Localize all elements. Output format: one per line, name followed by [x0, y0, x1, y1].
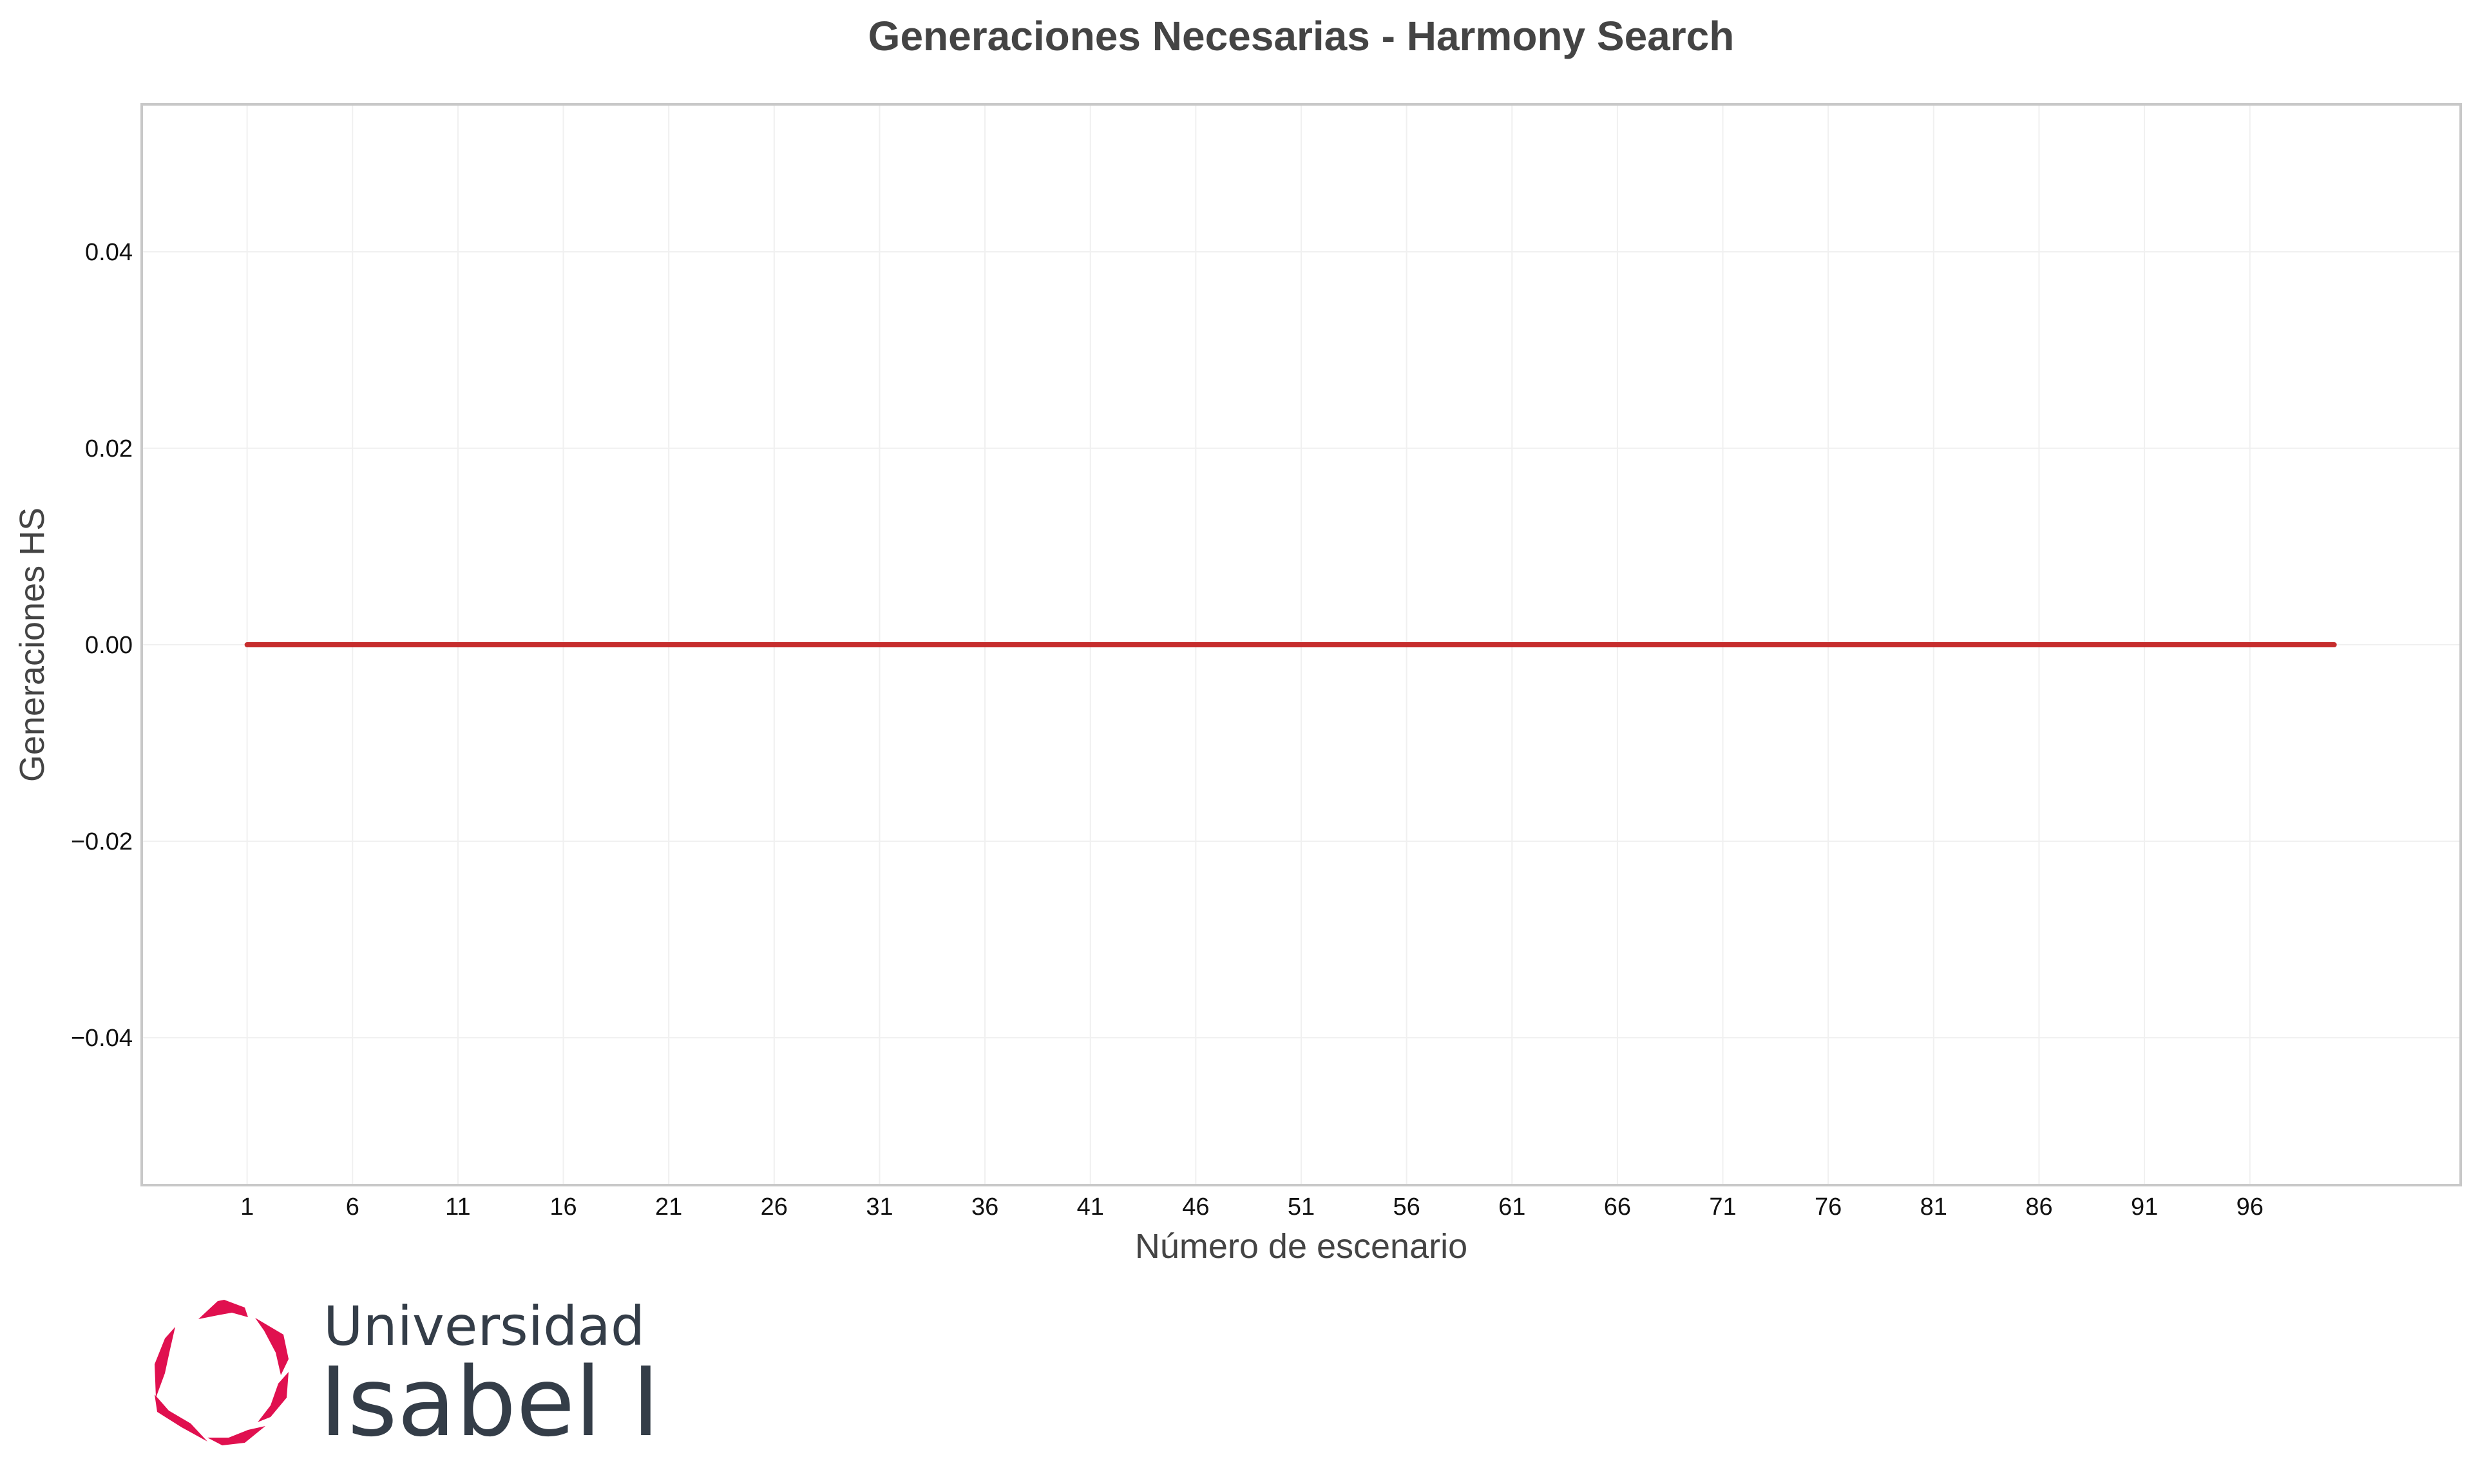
y-axis-ticks: −0.04 −0.02 0.00 0.02 0.04 — [71, 239, 133, 1052]
x-tick-label: 96 — [2237, 1194, 2264, 1221]
x-tick-label: 1 — [240, 1194, 254, 1221]
x-axis-ticks: 1 6 11 16 21 26 31 36 41 46 51 56 61 66 71 76 81 86 91 96 — [240, 1194, 2264, 1221]
x-tick-label: 36 — [971, 1194, 998, 1221]
x-tick-label: 66 — [1604, 1194, 1631, 1221]
x-tick-label: 81 — [1920, 1194, 1947, 1221]
chart-title: Generaciones Necesarias - Harmony Search — [868, 13, 1735, 59]
x-tick-label: 76 — [1815, 1194, 1842, 1221]
x-tick-label: 21 — [655, 1194, 682, 1221]
x-tick-label: 16 — [549, 1194, 577, 1221]
x-tick-label: 51 — [1288, 1194, 1315, 1221]
y-axis-label: Generaciones HS — [13, 508, 52, 782]
x-tick-label: 31 — [866, 1194, 893, 1221]
x-tick-label: 46 — [1182, 1194, 1209, 1221]
x-tick-label: 86 — [2025, 1194, 2052, 1221]
x-axis-label: Número de escenario — [1135, 1227, 1467, 1266]
y-tick-label: 0.00 — [85, 632, 133, 659]
x-tick-label: 71 — [1709, 1194, 1736, 1221]
logo-line-2: Isabel I — [320, 1347, 660, 1458]
x-tick-label: 6 — [346, 1194, 359, 1221]
y-tick-label: −0.04 — [71, 1025, 133, 1052]
x-tick-label: 41 — [1077, 1194, 1104, 1221]
universidad-isabel-logo: Universidad Isabel I — [155, 1295, 660, 1458]
x-tick-label: 26 — [761, 1194, 788, 1221]
x-tick-label: 56 — [1393, 1194, 1420, 1221]
x-tick-label: 61 — [1498, 1194, 1525, 1221]
y-tick-label: −0.02 — [71, 828, 133, 855]
y-tick-label: 0.04 — [85, 239, 133, 266]
x-tick-label: 91 — [2131, 1194, 2158, 1221]
star-logo-icon — [155, 1300, 289, 1445]
y-tick-label: 0.02 — [85, 435, 133, 462]
logo-line-1: Universidad — [323, 1295, 645, 1358]
plot-frame — [140, 103, 2462, 1186]
x-tick-label: 11 — [445, 1194, 470, 1221]
